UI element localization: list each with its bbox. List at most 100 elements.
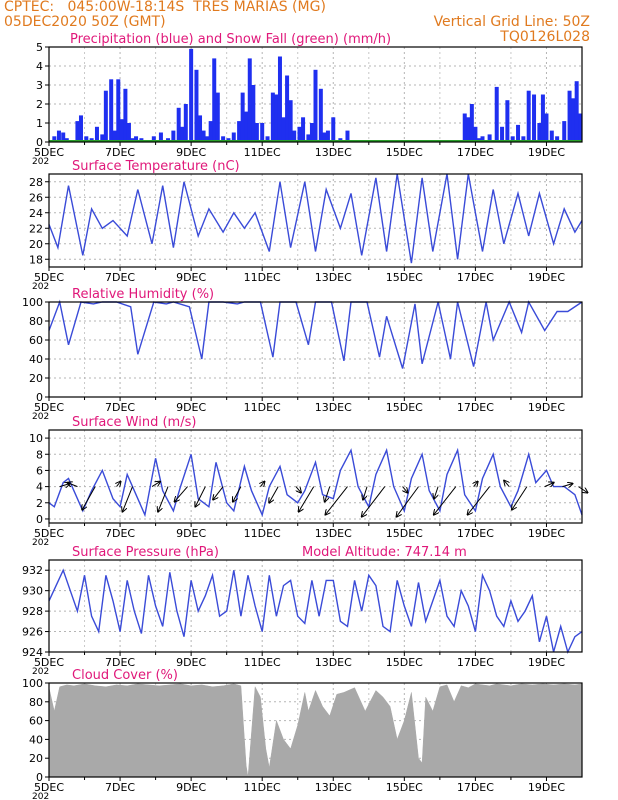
precip-bar <box>318 88 323 142</box>
wind-series-line <box>48 447 583 518</box>
wind-arrow <box>397 486 419 517</box>
pressure-title: Surface Pressure (hPa) <box>72 545 219 560</box>
wind-arrow <box>123 486 133 512</box>
precip-bar <box>532 94 537 142</box>
x-tick-label: 9DEC <box>176 656 206 669</box>
precip-bar <box>578 113 583 142</box>
wind-arrow <box>260 482 264 487</box>
precip-bar <box>78 115 83 142</box>
precip-bar <box>116 79 121 142</box>
precip-bar <box>270 92 275 142</box>
temp-panel: 18 20 22 24 26 28 Surface Temperature (nC) 5DEC… <box>29 159 583 292</box>
precip-bar <box>567 90 572 142</box>
y-tick-label: 60 <box>29 715 43 728</box>
wind-arrow <box>468 486 491 515</box>
x-tick-label: 15DEC <box>386 527 423 540</box>
x-tick-label: 11DEC <box>244 656 281 669</box>
x-tick-label: 11DEC <box>244 146 281 159</box>
precip-bar <box>466 117 471 142</box>
precip-bar <box>500 126 505 142</box>
year-label: 202 <box>32 538 49 548</box>
y-tick-label: 1 <box>36 117 43 130</box>
wind-arrow <box>512 486 528 510</box>
x-tick-label: 7DEC <box>105 527 135 540</box>
x-tick-label: 13DEC <box>315 401 352 414</box>
precip-bar <box>189 48 194 142</box>
precip-bar <box>194 69 199 142</box>
y-tick-label: 0 <box>36 513 43 526</box>
precip-bar <box>119 119 124 142</box>
x-tick-label: 7DEC <box>105 146 135 159</box>
wind-arrow <box>67 483 78 487</box>
x-tick-label: 5DEC <box>34 656 64 669</box>
y-tick-label: 60 <box>29 334 43 347</box>
precip-bar <box>254 123 259 142</box>
precip-bar <box>480 136 485 142</box>
precip-bar <box>345 130 350 142</box>
precip-bar <box>84 136 89 142</box>
wind-arrow <box>362 486 386 517</box>
wind-arrow <box>296 486 301 493</box>
x-tick-label: 17DEC <box>457 401 494 414</box>
wind-arrow <box>299 486 315 512</box>
precip-bar <box>292 130 297 142</box>
wind-arrow <box>158 486 169 512</box>
precip-bar <box>75 121 80 142</box>
wind-arrow <box>504 481 509 487</box>
precip-bar <box>151 136 156 142</box>
precip-bar <box>331 117 336 142</box>
precip-bar <box>544 113 549 142</box>
precip-bar <box>555 136 560 142</box>
precip-bar <box>183 104 188 142</box>
precip-bar <box>201 130 206 142</box>
wind-arrow <box>325 486 348 515</box>
precip-bar <box>221 136 226 142</box>
wind-arrow <box>363 486 368 500</box>
precip-panel: 0 1 2 3 4 5 Precipitation (blue) and Snow Fall… <box>32 32 583 167</box>
year-label: 202 <box>32 157 49 167</box>
y-tick-label: 80 <box>29 315 43 328</box>
y-tick-label: 0 <box>36 136 43 149</box>
precip-bar <box>198 115 203 142</box>
x-tick-label: 19DEC <box>528 781 565 794</box>
precip-bar <box>208 121 213 142</box>
y-tick-label: 100 <box>22 677 43 690</box>
precip-bar <box>215 92 220 142</box>
y-tick-label: 0 <box>36 391 43 404</box>
x-tick-label: 19DEC <box>528 527 565 540</box>
x-tick-label: 11DEC <box>244 271 281 284</box>
precip-bar <box>100 134 105 142</box>
wind-arrow <box>175 486 188 502</box>
x-tick-label: 5DEC <box>34 271 64 284</box>
year-label: 202 <box>32 667 49 677</box>
precip-bar <box>281 117 286 142</box>
precip-bar <box>56 130 61 142</box>
y-tick-label: 5 <box>36 41 43 54</box>
x-tick-label: 7DEC <box>105 656 135 669</box>
wind-arrow <box>544 483 554 487</box>
x-tick-label: 7DEC <box>105 271 135 284</box>
year-label: 202 <box>32 792 49 800</box>
x-tick-label: 13DEC <box>315 781 352 794</box>
precip-bar <box>180 126 185 142</box>
year-label: 202 <box>32 412 49 422</box>
wind-arrow <box>325 486 331 502</box>
precip-bar <box>103 90 108 142</box>
x-tick-label: 5DEC <box>34 146 64 159</box>
precip-bar <box>126 123 131 142</box>
x-tick-label: 11DEC <box>244 527 281 540</box>
cloud-title: Cloud Cover (%) <box>72 668 178 683</box>
y-tick-label: 26 <box>29 191 43 204</box>
year-label: 202 <box>32 282 49 292</box>
precip-bar <box>205 136 210 142</box>
precip-bar <box>505 100 510 142</box>
precip-bar <box>240 92 245 142</box>
y-tick-label: 0 <box>36 771 43 784</box>
precip-bar <box>540 94 545 142</box>
wind-arrow <box>403 486 408 493</box>
x-tick-label: 17DEC <box>457 781 494 794</box>
y-tick-label: 930 <box>22 585 43 598</box>
rh-frame <box>48 301 583 398</box>
precip-bar <box>112 130 117 142</box>
